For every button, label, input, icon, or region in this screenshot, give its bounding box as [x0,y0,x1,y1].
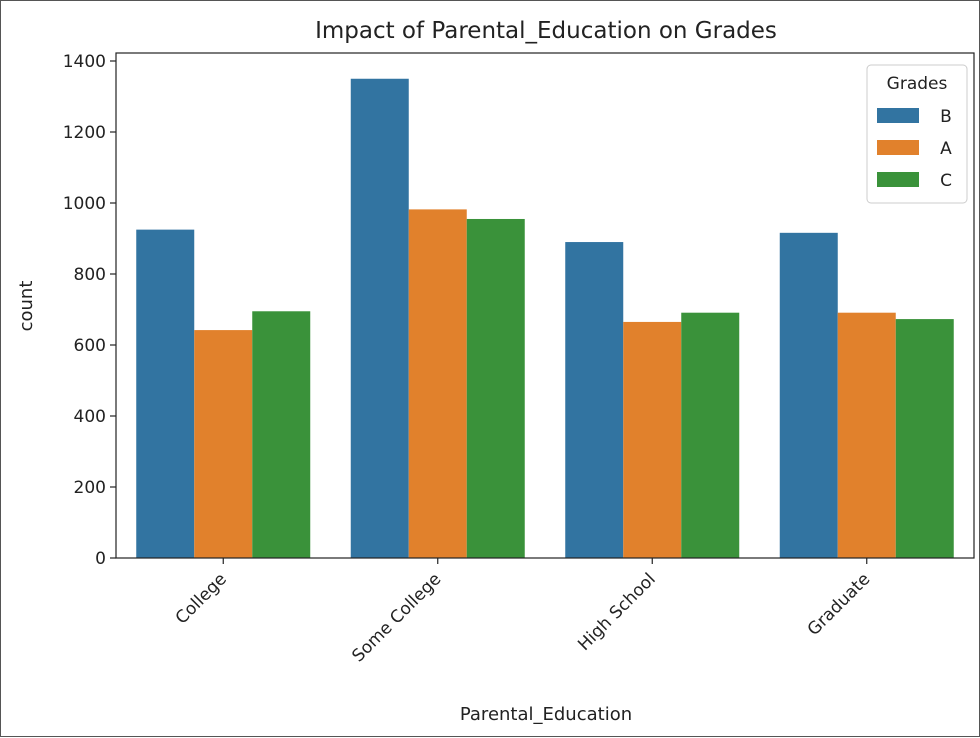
x-tick-label: Some College [348,569,445,666]
bar-c [466,218,525,558]
legend-entries: BAC [877,107,952,191]
bar-b [136,229,195,558]
y-axis-label: count [16,281,37,332]
y-tick-label: 400 [74,407,106,427]
legend-label-c: C [940,171,952,191]
bar-b [779,232,838,558]
bar-a [408,209,467,558]
x-axis-label: Parental_Education [460,704,632,725]
legend-title: Grades [887,74,948,94]
bar-c [895,319,954,558]
bar-a [623,321,682,558]
y-tick-label: 800 [74,265,106,285]
y-tick-label: 1000 [63,194,106,214]
bar-b [350,78,409,558]
legend-label-b: B [940,107,952,127]
plot-border [115,52,975,559]
y-tick-label: 1200 [63,123,106,143]
x-tick-label: Graduate [804,569,874,639]
y-tick-label: 0 [95,549,106,569]
legend: Grades BAC [866,64,968,204]
x-tick-label: High School [574,569,660,655]
bar-a [837,312,896,558]
x-tick-label: College [172,569,231,628]
bars-group [136,78,954,559]
bar-c [681,312,740,558]
legend-box [866,64,968,204]
y-axis: 0 200 400 600 800 1000 1200 1400 [63,52,116,569]
bar-b [565,242,624,559]
y-tick-label: 200 [74,478,106,498]
x-axis: College Some College High School Graduate [172,558,874,666]
legend-swatch-a [877,140,919,155]
legend-label-a: A [940,139,952,159]
chart-title: Impact of Parental_Education on Grades [315,18,777,44]
bar-c [252,311,311,558]
legend-swatch-c [877,172,919,187]
y-tick-label: 600 [74,336,106,356]
bar-a [194,330,253,558]
y-tick-label: 1400 [63,52,106,72]
legend-swatch-b [877,108,919,123]
